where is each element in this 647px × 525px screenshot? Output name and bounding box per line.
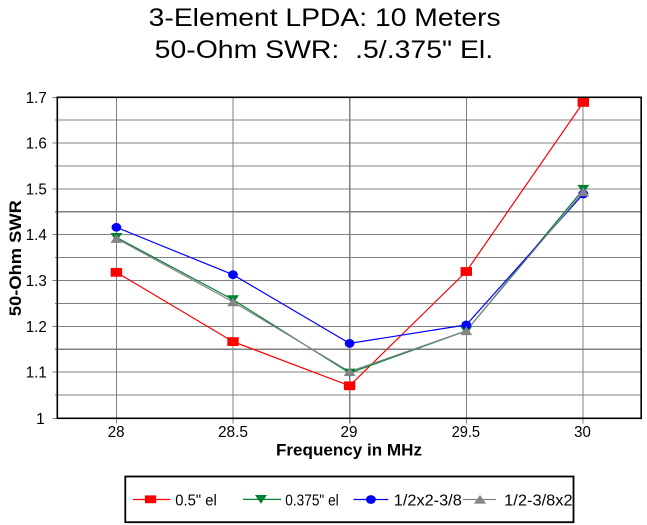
svg-text:50-Ohm SWR: .5/.375" El.: 50-Ohm SWR: .5/.375" El. [155, 36, 494, 64]
svg-text:1.2: 1.2 [26, 319, 47, 336]
svg-text:1/2x2-3/8: 1/2x2-3/8 [394, 492, 462, 509]
svg-text:1.7: 1.7 [26, 90, 47, 107]
svg-text:0.375" el: 0.375" el [285, 492, 338, 509]
svg-text:1.5: 1.5 [26, 181, 47, 198]
svg-text:0.5" el: 0.5" el [175, 492, 217, 509]
svg-text:1: 1 [36, 411, 45, 428]
svg-text:29.5: 29.5 [452, 424, 480, 441]
svg-text:1.3: 1.3 [26, 273, 47, 290]
svg-text:29: 29 [341, 424, 358, 441]
svg-text:28.5: 28.5 [218, 424, 248, 441]
svg-text:50-Ohm SWR: 50-Ohm SWR [7, 200, 25, 316]
svg-text:28: 28 [108, 424, 125, 441]
svg-text:30: 30 [574, 424, 591, 441]
svg-text:1/2-3/8x2: 1/2-3/8x2 [504, 492, 572, 509]
svg-text:3-Element LPDA: 10 Meters: 3-Element LPDA: 10 Meters [149, 4, 501, 32]
svg-text:1.6: 1.6 [26, 136, 47, 153]
svg-text:1.1: 1.1 [26, 365, 47, 382]
svg-text:1.4: 1.4 [26, 227, 47, 244]
svg-text:Frequency in MHz: Frequency in MHz [276, 442, 422, 460]
